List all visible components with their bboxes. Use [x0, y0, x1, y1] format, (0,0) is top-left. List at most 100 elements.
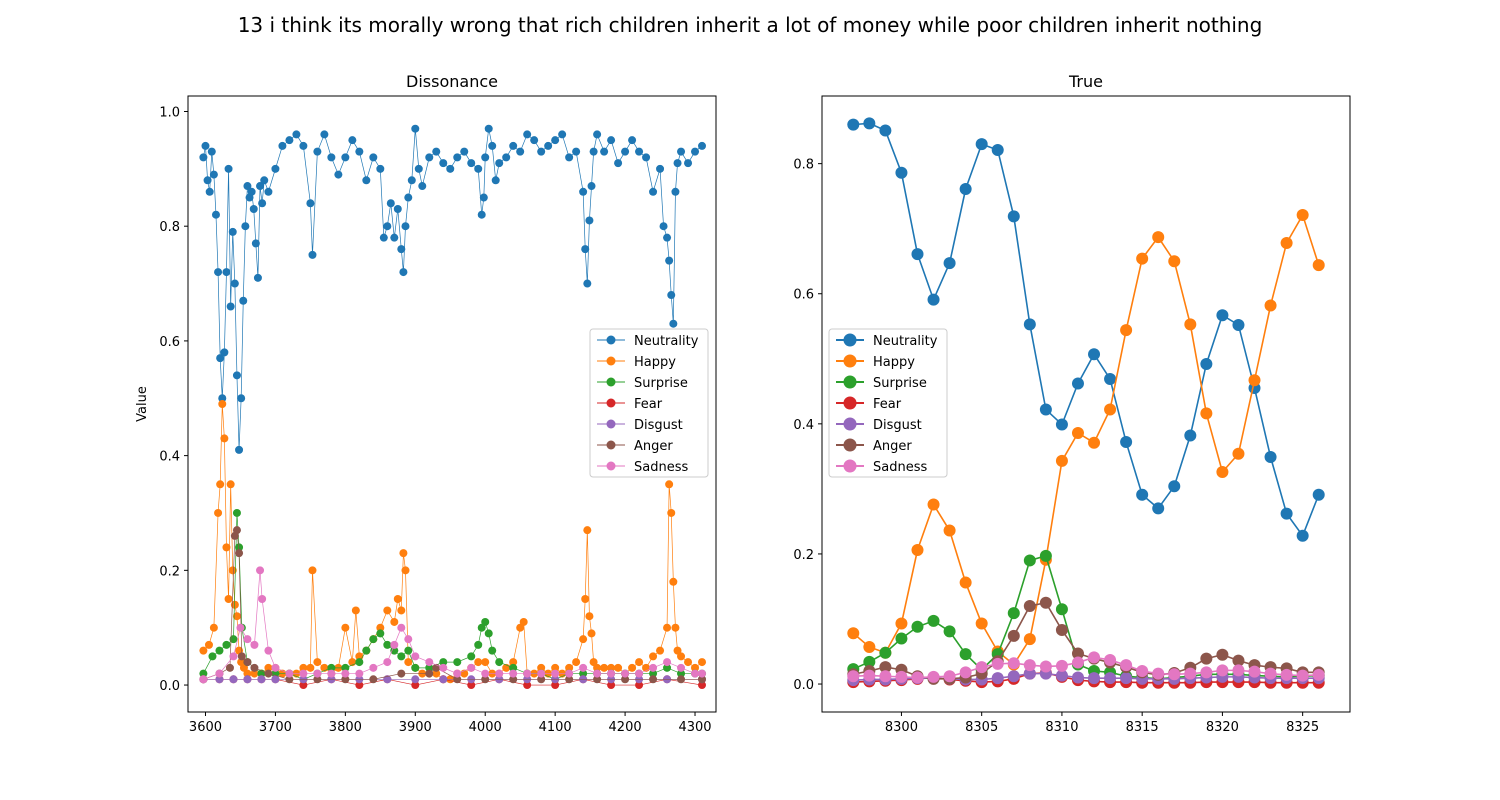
- true-point-sadness: [1071, 656, 1084, 669]
- true-point-happy: [1088, 436, 1101, 449]
- dissonance-point-surprise: [579, 669, 588, 678]
- dissonance-point-happy: [600, 663, 609, 672]
- dissonance-point-disgust: [271, 675, 280, 684]
- true-axes-frame: [821, 95, 1351, 713]
- dissonance-point-anger: [313, 675, 322, 684]
- true-legend-label-sadness: Sadness: [873, 460, 927, 475]
- dissonance-legend-label-disgust: Disgust: [634, 418, 683, 433]
- dissonance-point-neutrality: [523, 130, 532, 139]
- true-legend-label-surprise: Surprise: [873, 376, 927, 391]
- dissonance-point-surprise: [509, 663, 518, 672]
- dissonance-point-neutrality: [669, 319, 678, 328]
- dissonance-point-neutrality: [600, 147, 609, 156]
- dissonance-y-tick-label: 0.6: [159, 335, 180, 350]
- true-legend-box: [828, 328, 948, 478]
- dissonance-point-surprise: [474, 640, 483, 649]
- dissonance-point-sadness: [677, 663, 686, 672]
- dissonance-point-happy: [551, 663, 560, 672]
- dissonance-point-neutrality: [565, 153, 574, 162]
- dissonance-point-sadness: [236, 623, 245, 632]
- true-point-anger: [1071, 647, 1084, 660]
- dissonance-point-sadness: [537, 669, 546, 678]
- dissonance-point-neutrality: [224, 164, 233, 173]
- true-point-disgust: [1055, 669, 1068, 682]
- true-point-sadness: [1120, 659, 1133, 672]
- dissonance-point-neutrality: [258, 199, 267, 208]
- true-point-disgust: [991, 672, 1004, 685]
- dissonance-point-happy: [232, 612, 241, 621]
- true-point-happy: [1312, 259, 1325, 272]
- true-point-happy: [1120, 324, 1133, 337]
- dissonance-point-anger: [649, 675, 658, 684]
- dissonance-point-neutrality: [313, 147, 322, 156]
- dissonance-point-sadness: [481, 669, 490, 678]
- dissonance-point-happy: [669, 577, 678, 586]
- dissonance-point-anger: [537, 675, 546, 684]
- dissonance-point-neutrality: [607, 136, 616, 145]
- dissonance-point-neutrality: [299, 141, 308, 150]
- dissonance-point-sadness: [579, 663, 588, 672]
- true-point-anger: [1023, 599, 1036, 612]
- dissonance-point-sadness: [313, 669, 322, 678]
- dissonance-point-happy: [663, 623, 672, 632]
- true-y-tick-label: 0.6: [793, 288, 814, 303]
- dissonance-point-happy: [665, 480, 674, 489]
- true-point-sadness: [1264, 667, 1277, 680]
- true-point-happy: [1152, 231, 1165, 244]
- dissonance-point-sadness: [691, 669, 700, 678]
- true-point-anger: [1055, 624, 1068, 637]
- dissonance-point-happy: [399, 549, 408, 558]
- dissonance-point-surprise: [232, 508, 241, 517]
- true-point-sadness: [1023, 659, 1036, 672]
- dissonance-point-fear: [355, 681, 364, 690]
- true-legend-marker-surprise: [843, 375, 857, 389]
- dissonance-axes-title: Dissonance: [406, 72, 498, 91]
- true-point-disgust: [1120, 672, 1133, 685]
- dissonance-point-neutrality: [665, 256, 674, 265]
- true-point-happy: [1296, 209, 1309, 222]
- dissonance-point-neutrality: [228, 227, 237, 236]
- dissonance-point-neutrality: [199, 153, 208, 162]
- dissonance-point-sadness: [509, 669, 518, 678]
- dissonance-y-tick-label: 1.0: [159, 105, 180, 120]
- true-point-surprise: [1007, 607, 1020, 620]
- true-point-sadness: [1055, 659, 1068, 672]
- true-point-neutrality: [1007, 210, 1020, 223]
- dissonance-x-tick-label: 3900: [399, 720, 432, 735]
- true-x-tick-label: 8320: [1206, 720, 1239, 735]
- dissonance-point-surprise: [404, 646, 413, 655]
- dissonance-point-neutrality: [256, 182, 265, 191]
- dissonance-point-happy: [204, 640, 213, 649]
- dissonance-point-neutrality: [203, 176, 212, 185]
- dissonance-legend-marker-fear: [606, 398, 616, 408]
- dissonance-point-sadness: [453, 669, 462, 678]
- true-point-neutrality: [895, 166, 908, 179]
- dissonance-point-neutrality: [383, 222, 392, 231]
- dissonance-point-neutrality: [667, 291, 676, 300]
- dissonance-point-sadness: [621, 669, 630, 678]
- true-legend-label-happy: Happy: [873, 355, 915, 370]
- dissonance-point-sadness: [635, 669, 644, 678]
- dissonance-point-surprise: [467, 652, 476, 661]
- true-point-happy: [1136, 252, 1149, 265]
- true-point-sadness: [1039, 660, 1052, 673]
- dissonance-y-tick-label: 0.8: [159, 220, 180, 235]
- true-point-neutrality: [1136, 488, 1149, 501]
- dissonance-point-anger: [425, 669, 434, 678]
- true-point-sadness: [975, 661, 988, 674]
- true-point-sadness: [991, 657, 1004, 670]
- dissonance-point-neutrality: [376, 164, 385, 173]
- true-point-neutrality: [847, 118, 860, 131]
- true-point-disgust: [1104, 672, 1117, 685]
- dissonance-point-happy: [673, 646, 682, 655]
- dissonance-point-happy: [376, 623, 385, 632]
- dissonance-point-happy: [209, 623, 218, 632]
- true-point-sadness: [1007, 657, 1020, 670]
- dissonance-point-happy: [239, 663, 248, 672]
- dissonance-point-neutrality: [220, 348, 229, 357]
- dissonance-point-neutrality: [260, 176, 269, 185]
- true-point-neutrality: [1055, 418, 1068, 431]
- dissonance-point-sadness: [593, 669, 602, 678]
- dissonance-y-tick-label: 0.2: [159, 564, 180, 579]
